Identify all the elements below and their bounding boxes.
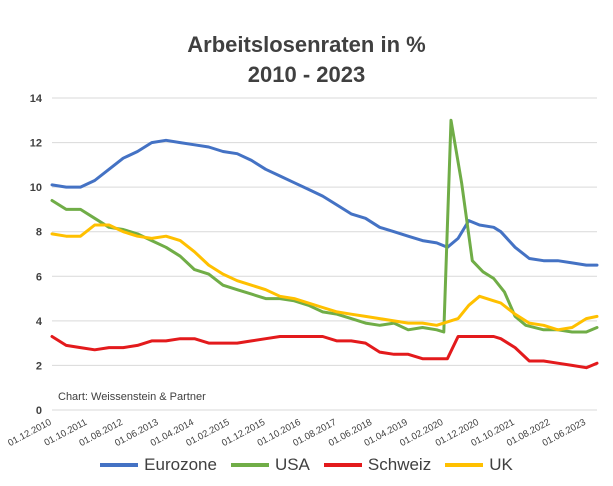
y-tick-label: 4 xyxy=(36,316,43,328)
legend-label: UK xyxy=(489,455,513,474)
legend-label: Eurozone xyxy=(144,455,217,474)
y-axis: 0 2 4 6 8 10 12 14 xyxy=(30,93,43,417)
chart-subtitle: 2010 - 2023 xyxy=(247,62,366,87)
y-tick-label: 12 xyxy=(30,138,42,150)
legend-label: USA xyxy=(274,455,310,474)
y-tick-label: 8 xyxy=(36,227,42,239)
x-axis: 01.12.201001.10.201101.08.201201.06.2013… xyxy=(6,417,587,449)
legend-item-schweiz: Schweiz xyxy=(323,455,432,475)
y-tick-label: 6 xyxy=(36,271,42,283)
legend-swatch xyxy=(323,463,362,467)
chart-credit: Chart: Weissenstein & Partner xyxy=(58,391,206,403)
series-line-eurozone xyxy=(50,138,599,267)
legend-label: Schweiz xyxy=(367,455,432,474)
legend-item-uk: UK xyxy=(445,455,513,475)
legend-item-eurozone: Eurozone xyxy=(100,455,217,475)
y-tick-label: 0 xyxy=(36,405,42,417)
y-tick-label: 14 xyxy=(30,93,43,105)
legend: Eurozone USA Schweiz UK xyxy=(0,455,613,475)
series-line-schweiz xyxy=(50,335,599,370)
y-tick-label: 2 xyxy=(36,360,42,372)
legend-item-usa: USA xyxy=(230,455,310,475)
legend-swatch xyxy=(445,463,484,467)
series-line-uk xyxy=(50,223,599,332)
gridlines xyxy=(52,97,597,411)
legend-swatch xyxy=(100,463,139,467)
chart-title: Arbeitslosenraten in % xyxy=(187,32,426,57)
series xyxy=(50,118,599,370)
legend-swatch xyxy=(230,463,269,467)
y-tick-label: 10 xyxy=(30,182,42,194)
